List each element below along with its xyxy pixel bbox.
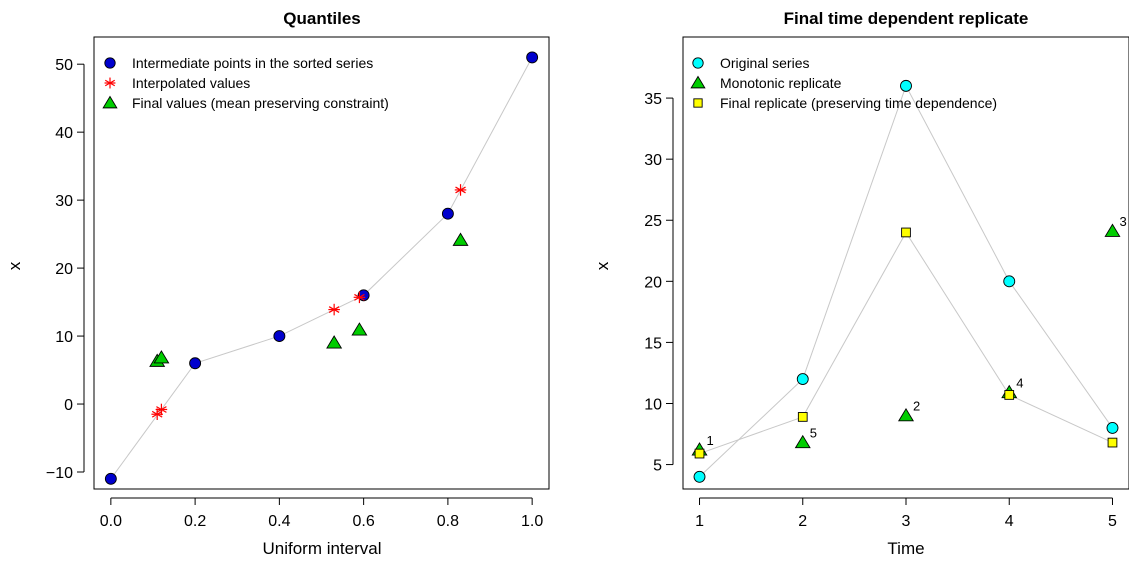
chart-title: Quantiles xyxy=(283,9,360,28)
data-point-triangle xyxy=(452,232,469,246)
y-axis-label: x xyxy=(593,261,612,270)
x-tick-label: 4 xyxy=(1005,513,1014,530)
data-point-square xyxy=(1004,390,1015,400)
y-tick-label: −10 xyxy=(46,465,73,482)
legend-marker-circle xyxy=(692,57,704,69)
data-points xyxy=(104,51,539,485)
legend: Intermediate points in the sorted series… xyxy=(102,55,389,111)
axis-ticks: 0.0 0.2 0.4 0.6 0.8 1.0 −10 0 10 20 30 40 50 xyxy=(46,57,544,530)
data-point-triangle xyxy=(351,322,368,336)
data-point-circle xyxy=(900,79,912,92)
point-label: 3 xyxy=(1119,214,1126,229)
x-tick-label: 2 xyxy=(798,513,807,530)
data-point-square xyxy=(901,227,911,238)
legend-label: Final values (mean preserving constraint… xyxy=(132,95,389,111)
y-axis-label: x xyxy=(5,261,24,270)
x-tick-label: 0.8 xyxy=(437,513,459,530)
data-point-square xyxy=(694,448,705,459)
legend-marker-asterisk xyxy=(104,77,116,89)
legend: Original series Monotonic replicate Final … xyxy=(690,55,997,111)
data-point-circle xyxy=(441,207,454,220)
series-lines xyxy=(110,57,533,480)
data-point-asterisk xyxy=(353,291,366,304)
y-tick-label: 50 xyxy=(55,57,73,74)
y-tick-label: 20 xyxy=(644,274,662,291)
x-tick-label: 3 xyxy=(902,513,911,530)
data-point-triangle xyxy=(326,335,343,349)
legend-label: Interpolated values xyxy=(132,75,250,91)
y-tick-label: 40 xyxy=(55,125,73,142)
quantiles-panel: Quantiles Uniform interval x 0.0 0.2 0.4 0.… xyxy=(5,9,550,558)
data-point-circle xyxy=(1106,421,1119,434)
x-tick-label: 0.6 xyxy=(353,513,375,530)
x-tick-label: 0.0 xyxy=(100,513,122,530)
x-tick-label: 1 xyxy=(695,513,704,530)
data-point-triangle xyxy=(794,434,811,449)
data-point-square xyxy=(797,412,808,422)
y-tick-label: 30 xyxy=(55,193,73,210)
x-tick-label: 1.0 xyxy=(521,513,543,530)
y-tick-label: 30 xyxy=(644,152,662,169)
data-point-circle xyxy=(526,51,539,64)
legend-label: Monotonic replicate xyxy=(720,75,842,91)
data-point-triangle xyxy=(1104,223,1121,237)
chart-title: Final time dependent replicate xyxy=(784,9,1029,28)
x-tick-label: 0.4 xyxy=(268,513,290,530)
data-points: 1 5 2 4 3 xyxy=(691,79,1127,483)
data-point-asterisk xyxy=(155,403,168,416)
point-label: 5 xyxy=(810,426,817,441)
data-point-circle xyxy=(273,330,286,343)
plot-frame xyxy=(682,36,1129,490)
data-point-asterisk xyxy=(454,184,467,196)
data-point-asterisk xyxy=(328,303,340,316)
y-tick-label: 15 xyxy=(644,335,662,352)
legend-marker-square xyxy=(693,98,703,108)
legend-label: Original series xyxy=(720,55,809,71)
legend-marker-triangle xyxy=(102,95,118,109)
data-point-circle xyxy=(796,373,809,386)
data-point-circle xyxy=(189,357,202,370)
series-line xyxy=(110,57,533,480)
x-axis-label: Uniform interval xyxy=(262,539,381,558)
data-point-square xyxy=(1107,437,1118,448)
legend-marker-circle xyxy=(104,57,116,69)
legend-marker-triangle xyxy=(690,75,706,89)
data-point-triangle xyxy=(897,407,915,422)
data-point-circle xyxy=(104,472,117,485)
y-tick-label: 20 xyxy=(55,261,73,278)
x-tick-label: 5 xyxy=(1108,513,1117,530)
replicate-panel: Final time dependent replicate Time x 1 2… xyxy=(593,9,1129,558)
y-tick-label: 35 xyxy=(644,91,662,108)
data-point-triangle xyxy=(153,350,170,364)
y-tick-label: 5 xyxy=(653,458,662,475)
point-label: 1 xyxy=(707,433,714,448)
y-tick-label: 10 xyxy=(55,329,73,346)
y-tick-label: 10 xyxy=(644,396,662,413)
y-tick-label: 25 xyxy=(644,213,662,230)
point-label: 4 xyxy=(1016,375,1023,390)
legend-label: Intermediate points in the sorted series xyxy=(132,55,373,71)
point-label: 2 xyxy=(913,399,920,414)
data-point-circle xyxy=(693,470,706,483)
legend-label: Final replicate (preserving time depende… xyxy=(720,95,997,111)
y-tick-label: 0 xyxy=(64,397,73,414)
plot-frame xyxy=(93,36,550,490)
x-axis-label: Time xyxy=(887,539,924,558)
data-point-circle xyxy=(1003,275,1016,288)
x-tick-label: 0.2 xyxy=(184,513,206,530)
